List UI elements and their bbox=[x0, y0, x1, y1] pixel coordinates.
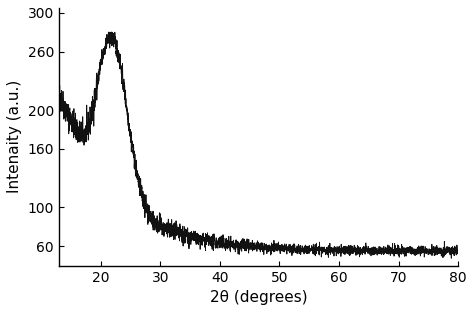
Y-axis label: Intenaity (a.u.): Intenaity (a.u.) bbox=[7, 80, 22, 193]
X-axis label: 2θ (degrees): 2θ (degrees) bbox=[210, 290, 307, 305]
